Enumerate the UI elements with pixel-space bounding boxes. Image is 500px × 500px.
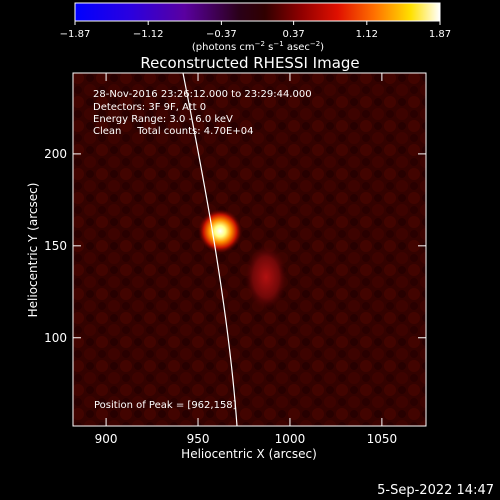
colorbar-ticks: −1.87 −1.12 −0.37 0.37 1.12 1.87: [60, 21, 451, 40]
secondary-source: [244, 243, 289, 312]
info-line-clean: Clean Total counts: 4.70E+04: [93, 126, 253, 137]
y-axis-ticks: 100 150 200: [44, 147, 426, 345]
y-tick-label: 200: [44, 147, 67, 161]
colorbar-tick-label: 1.87: [429, 29, 451, 40]
info-line-detectors: Detectors: 3F 9F, Att 0: [93, 102, 206, 113]
info-line-energy: Energy Range: 3.0 - 6.0 keV: [93, 114, 233, 125]
plot-frame: [72, 72, 427, 427]
peak-position-text: Position of Peak = [962,158]: [94, 400, 237, 411]
colorbar-tick-label: −1.87: [60, 29, 91, 40]
footer-date: 5-Sep-2022 14:47: [377, 483, 494, 498]
x-tick-label: 1000: [275, 432, 306, 446]
y-tick-label: 150: [44, 239, 67, 253]
info-line-time: 28-Nov-2016 23:26:12.000 to 23:29:44.000: [93, 89, 312, 100]
colorbar-tick-label: 0.37: [282, 29, 304, 40]
x-tick-label: 900: [95, 432, 118, 446]
colorbar: [74, 2, 441, 22]
image-area: [73, 73, 426, 426]
y-axis-label: Heliocentric Y (arcsec): [26, 183, 40, 318]
peak-source: [198, 209, 243, 254]
colorbar-unit-label: (photons cm−2 s−1 asec−2): [192, 40, 324, 53]
colorbar-tick-label: 1.12: [356, 29, 378, 40]
x-axis-label: Heliocentric X (arcsec): [181, 447, 317, 461]
colorbar-tick-label: −1.12: [133, 29, 164, 40]
image-title: Reconstructed RHESSI Image: [140, 54, 359, 72]
solar-limb: [182, 73, 238, 426]
y-tick-label: 100: [44, 331, 67, 345]
x-axis-ticks: 900 950 1000 1050: [95, 73, 398, 446]
colorbar-tick-label: −0.37: [206, 29, 237, 40]
x-tick-label: 1050: [367, 432, 398, 446]
x-tick-label: 950: [187, 432, 210, 446]
